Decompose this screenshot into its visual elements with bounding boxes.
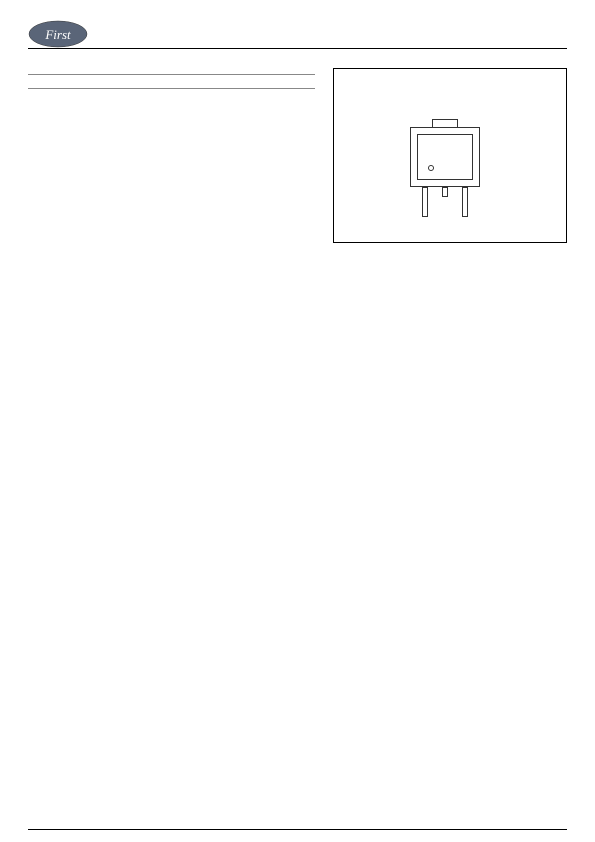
- ratings-heading: [28, 261, 567, 262]
- package-outline-drawing: [333, 68, 567, 243]
- package-heading: [333, 63, 567, 64]
- header: First: [28, 20, 567, 49]
- footer: [28, 829, 567, 832]
- mechanical-heading: [28, 87, 315, 89]
- page-title: [88, 20, 567, 22]
- company-logo: First: [28, 20, 88, 48]
- svg-text:First: First: [44, 27, 71, 42]
- features-heading: [28, 73, 315, 75]
